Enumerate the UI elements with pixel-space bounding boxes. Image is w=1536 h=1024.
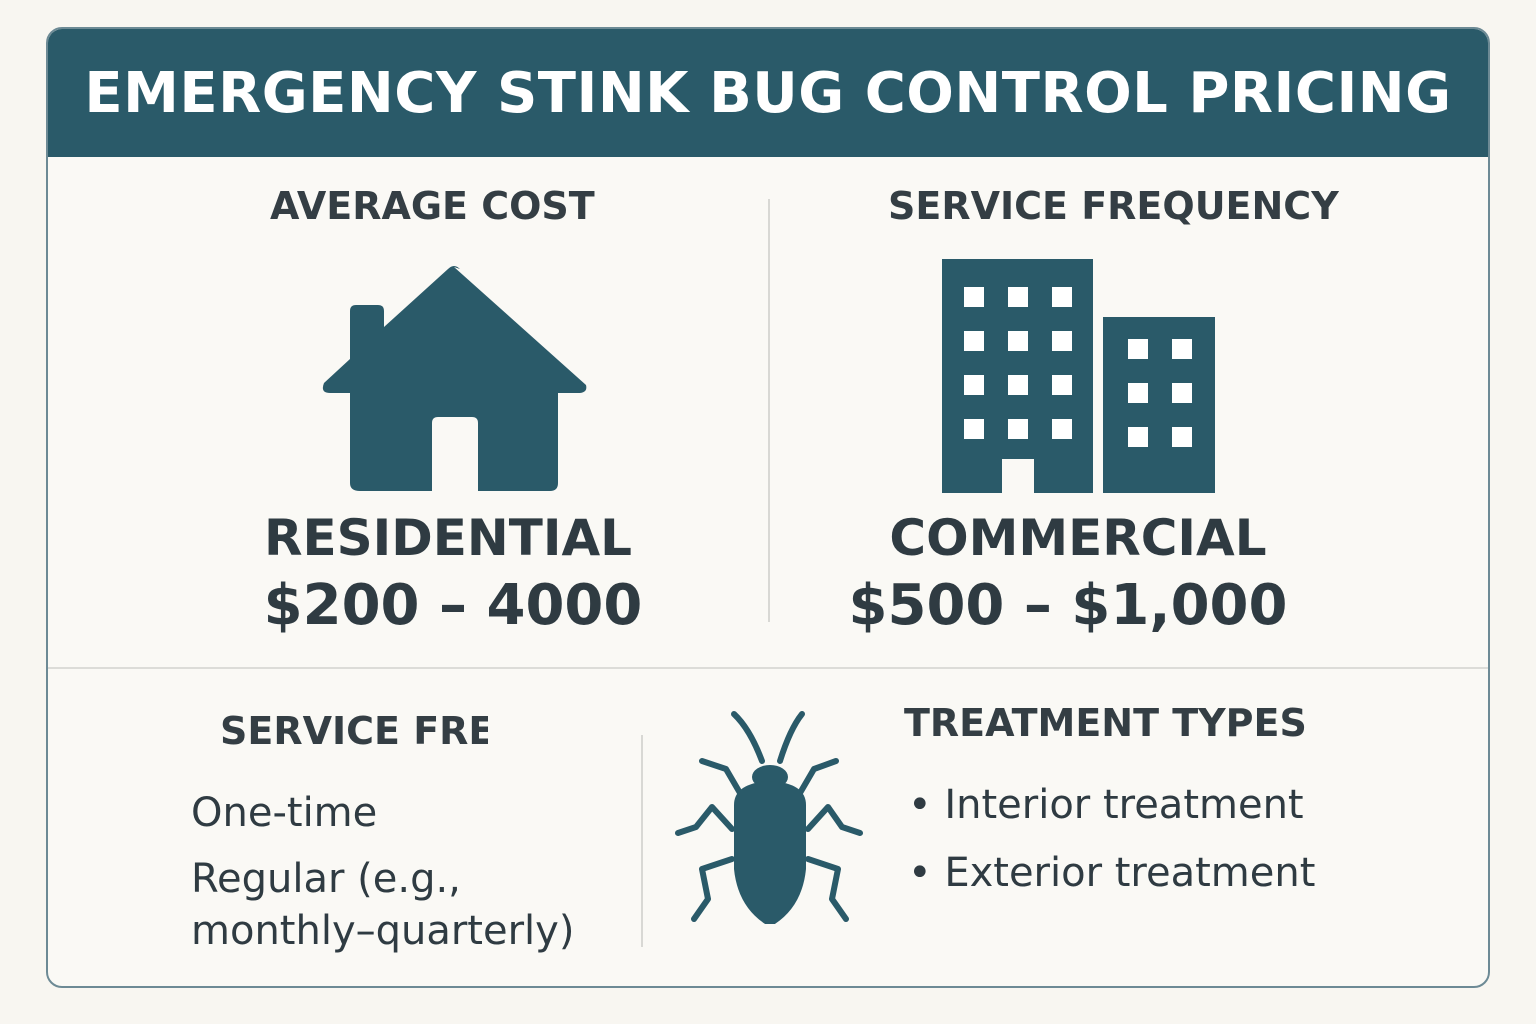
divider [768, 199, 770, 622]
commercial-label: COMMERCIAL [889, 509, 1267, 567]
residential-price: $200 – 4000 [263, 573, 643, 638]
house-icon [322, 266, 587, 491]
frequency-item: One-time [191, 790, 378, 836]
treatment-item: • Interior treatment [908, 782, 1304, 828]
commercial-heading: SERVICE FREQUENCY [888, 184, 1339, 228]
frequency-heading: SERVICE FRE [220, 709, 488, 753]
bullet-icon: • [908, 782, 945, 828]
residential-heading: AVERAGE COST [270, 184, 595, 228]
office-buildings-icon [942, 259, 1215, 493]
commercial-price: $500 – $1,000 [848, 573, 1288, 638]
treatment-heading: TREATMENT TYPES [904, 701, 1307, 745]
section-divider [48, 667, 1488, 669]
frequency-item: monthly–quarterly) [191, 908, 575, 954]
bullet-icon: • [908, 850, 945, 896]
frequency-item: Regular (e.g., [191, 856, 461, 902]
treatment-item: • Exterior treatment [908, 850, 1316, 896]
pricing-card: EMERGENCY STINK BUG CONTROL PRICING AVER… [46, 27, 1490, 988]
residential-label: RESIDENTIAL [263, 509, 633, 567]
divider [641, 735, 643, 947]
stink-bug-icon [675, 711, 863, 924]
page-title: EMERGENCY STINK BUG CONTROL PRICING [48, 29, 1488, 157]
